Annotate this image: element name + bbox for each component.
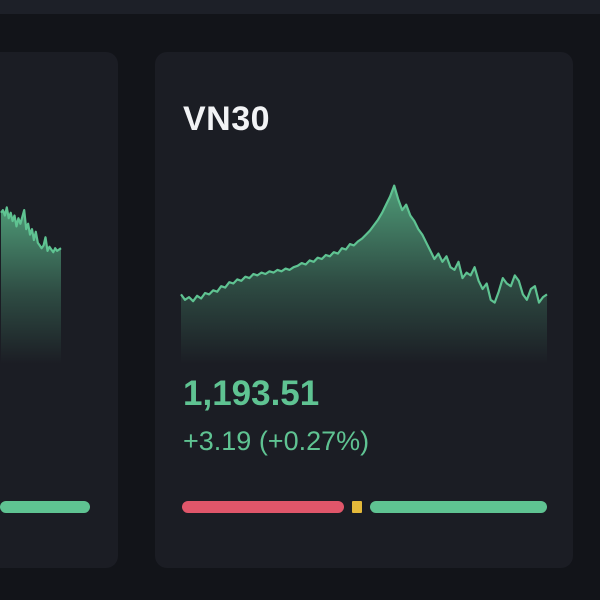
sparkline-chart	[180, 184, 548, 364]
breadth-advancing-segment	[0, 501, 90, 513]
sparkline-line	[0, 206, 62, 254]
breadth-unchanged-segment	[352, 501, 363, 513]
sparkline-chart	[0, 206, 62, 364]
sparkline-area	[181, 185, 547, 364]
top-header-strip	[0, 0, 600, 14]
market-breadth-bar	[0, 501, 90, 513]
market-breadth-bar	[182, 501, 547, 513]
index-price: 1,193.51	[183, 374, 320, 413]
breadth-declining-segment	[182, 501, 345, 513]
breadth-advancing-segment	[370, 501, 547, 513]
index-card-vn30[interactable]: VN30 1,193.51 +3.19 (+0.27%)	[155, 52, 573, 568]
index-title: VN30	[183, 100, 271, 138]
index-change: +3.19 (+0.27%)	[183, 426, 370, 456]
index-card-partial[interactable]	[0, 52, 118, 568]
sparkline-line	[180, 184, 548, 304]
